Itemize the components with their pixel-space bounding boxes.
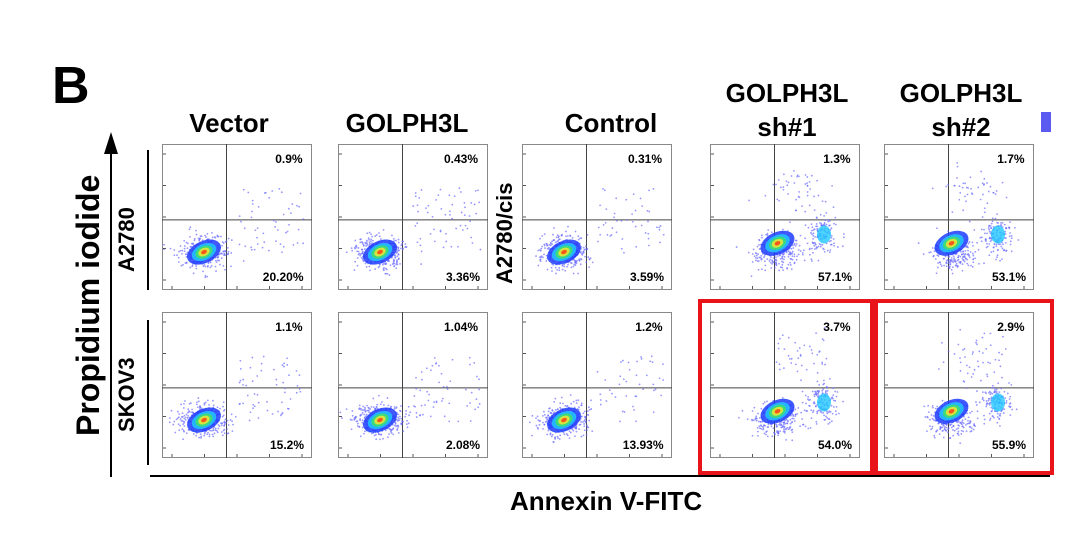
column-title-sh1: GOLPH3L sh#1 — [725, 78, 849, 142]
density-core — [774, 409, 781, 414]
lower-right-percent: 15.2% — [270, 438, 305, 452]
density-core — [201, 249, 207, 255]
plot-frame — [338, 144, 488, 290]
flow-plot — [884, 312, 1034, 458]
density-core-secondary — [991, 225, 1005, 244]
plot-frame — [522, 144, 672, 290]
upper-right-percent: 3.7% — [823, 320, 851, 334]
density-core — [377, 249, 383, 255]
plot-frame — [162, 144, 312, 290]
density-core — [561, 249, 567, 255]
lower-right-percent: 54.0% — [818, 438, 853, 452]
row-brackets — [147, 150, 149, 465]
y-axis-arrow — [104, 132, 118, 477]
upper-right-percent: 1.2% — [635, 320, 663, 334]
x-axis-line — [150, 475, 1050, 477]
lower-right-percent: 2.08% — [446, 438, 481, 452]
density-core-secondary — [991, 393, 1005, 412]
density-core — [774, 241, 781, 246]
lower-right-percent: 20.20% — [262, 270, 304, 284]
row-label-a2780cis: A2780/cis — [492, 182, 517, 284]
upper-right-percent: 2.9% — [997, 320, 1025, 334]
density-core-secondary — [817, 393, 831, 412]
column-title-golph3l: GOLPH3L — [345, 108, 469, 138]
upper-right-percent: 1.1% — [275, 320, 303, 334]
lower-right-percent: 3.59% — [630, 270, 665, 284]
flow-plot — [884, 144, 1034, 290]
marker-bar — [1041, 112, 1051, 132]
density-core-secondary — [817, 225, 831, 244]
upper-right-percent: 1.3% — [823, 152, 851, 166]
flow-plot — [710, 144, 860, 290]
density-core — [948, 409, 955, 414]
density-core — [377, 417, 383, 423]
upper-right-percent: 0.43% — [444, 152, 479, 166]
lower-right-percent: 53.1% — [992, 270, 1027, 284]
panel-letter: B — [52, 57, 90, 115]
upper-right-percent: 1.7% — [997, 152, 1025, 166]
flow-plot — [338, 144, 488, 290]
flow-plot — [338, 312, 488, 458]
plot-frame — [884, 144, 1034, 290]
flow-plot — [710, 312, 860, 458]
density-core — [201, 417, 207, 423]
density-core — [561, 417, 567, 423]
flow-plot — [162, 312, 312, 458]
plot-frame — [884, 312, 1034, 458]
plot-frame — [522, 312, 672, 458]
lower-right-percent: 13.93% — [622, 438, 664, 452]
flow-plot — [162, 144, 312, 290]
highlight-box-sh2 — [874, 299, 1054, 475]
density-core — [948, 241, 955, 246]
upper-right-percent: 0.9% — [275, 152, 303, 166]
flow-plot — [522, 144, 672, 290]
lower-right-percent: 57.1% — [818, 270, 853, 284]
flow-plot — [522, 312, 672, 458]
x-axis-title: Annexin V-FITC — [510, 486, 703, 516]
column-title-control: Control — [564, 108, 658, 138]
plot-frame — [710, 144, 860, 290]
lower-right-percent: 55.9% — [992, 438, 1027, 452]
upper-right-percent: 1.04% — [444, 320, 479, 334]
upper-right-percent: 0.31% — [628, 152, 663, 166]
column-title-sh2: GOLPH3L sh#2 — [899, 78, 1023, 142]
column-title-vector: Vector — [189, 108, 269, 138]
highlight-box-sh1 — [698, 299, 874, 475]
plot-frame — [162, 312, 312, 458]
lower-right-percent: 3.36% — [446, 270, 481, 284]
